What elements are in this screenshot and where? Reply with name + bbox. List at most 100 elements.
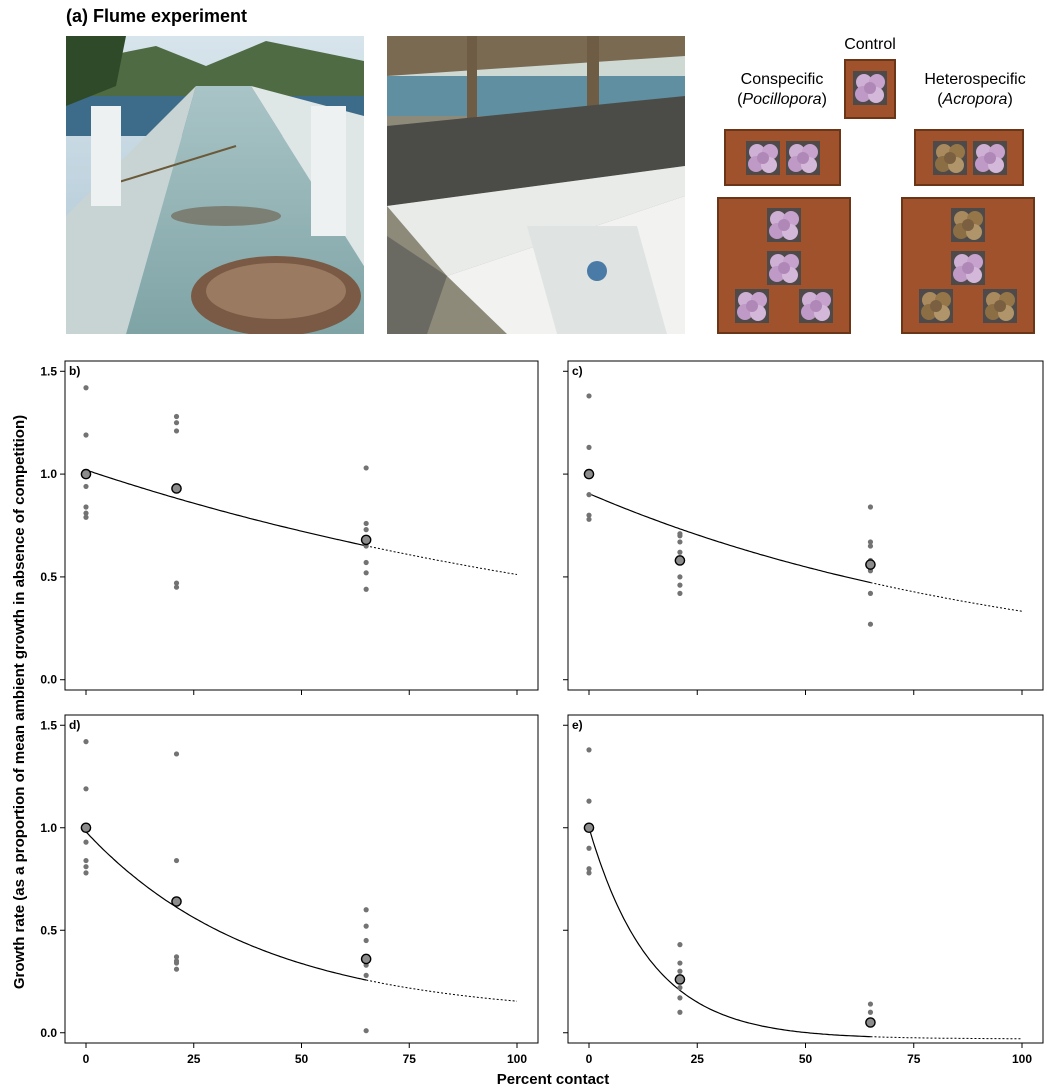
data-point [83,514,89,520]
fit-line-extrapolated [366,545,518,575]
x-axis-title: Percent contact [497,1071,610,1088]
data-point [363,570,369,576]
data-point [677,942,683,948]
fit-line-extrapolated [870,582,1023,612]
x-tick-label: 50 [799,1052,813,1066]
data-point [173,584,180,590]
data-point [586,866,592,872]
y-tick-label: 1.5 [40,364,57,378]
mean-point [865,559,876,570]
data-point [363,937,369,944]
data-point [677,582,683,588]
figure-title: (a) Flume experiment [66,6,248,26]
panel-3: d) 0.0 0.5 1.0 1.5 0 25 50 75 100 [40,714,539,1066]
data-point [363,465,369,471]
heterospecific-label-text: Heterospecific [924,71,1026,88]
panel-label: b) [69,364,80,378]
x-tick-label: 50 [295,1052,309,1066]
panel-frame [64,714,539,1044]
fit-line-solid [85,831,367,981]
mean-point [583,822,595,834]
panel-1: b) 0.0 0.5 1.0 1.5 [40,360,539,695]
y-tick-label: 1.0 [40,467,57,481]
data-point [677,968,683,974]
data-point [867,504,874,510]
heterospecific-genus: Acropora [942,91,1008,108]
data-point [83,385,89,391]
mean-point [583,468,595,480]
data-point [586,845,592,851]
panel-2: c) [563,360,1044,695]
fit-line-solid [588,493,871,584]
panel-label: d) [69,718,80,732]
fit-line-solid [85,469,367,547]
flume-channel-photo [66,36,364,334]
data-point [677,995,683,1001]
data-point [83,786,89,792]
y-tick-label: 0.0 [40,1026,57,1040]
data-point [677,590,683,596]
data-point [586,492,592,498]
data-point [677,1009,683,1015]
data-point [83,864,89,870]
data-point [867,1001,874,1007]
data-point [83,870,89,876]
plot-area: b) 0.0 0.5 1.0 1.5 c) d) 0.0 0.5 1.0 1.5 0 25 50 75 100… [40,360,1044,1066]
data-point [677,985,683,991]
conspecific-triad-tile [717,197,851,334]
mean-point [171,896,182,907]
heterospecific-label: Heterospecific (Acropora) [924,71,1026,108]
data-point [363,520,369,527]
data-point [867,543,874,549]
data-point [173,960,180,966]
x-tick-label: 25 [187,1052,201,1066]
mean-point [360,534,372,546]
mean-point [171,483,182,494]
data-point [173,966,180,972]
data-point [586,444,592,450]
panel-frame [567,360,1044,691]
data-point [83,857,89,864]
x-tick-label: 25 [691,1052,705,1066]
mean-point [360,953,372,965]
mean-point [80,468,92,480]
data-point [867,590,874,596]
data-point [83,510,89,516]
y-tick-label: 0.0 [40,673,57,687]
control-tile [844,59,896,119]
x-tick-label: 75 [403,1052,417,1066]
mean-point [865,1017,876,1028]
data-point [363,586,369,592]
mean-point [674,974,686,985]
data-point [363,907,369,913]
y-axis-title: Growth rate (as a proportion of mean amb… [11,415,28,989]
heterospecific-triad-tile [901,197,1035,334]
fit-line-solid [588,827,871,1038]
data-point [363,559,369,566]
data-point [586,516,592,522]
data-point [586,512,592,518]
panel-label: c) [572,364,583,378]
data-point [363,1028,369,1034]
data-point [586,798,592,804]
data-point [173,413,180,420]
data-point [363,923,369,929]
x-tick-label: 0 [83,1052,90,1066]
data-point [173,857,180,864]
flume-array-photo [387,36,685,334]
mean-point [674,555,686,566]
data-point [83,739,89,745]
data-point [586,870,592,876]
conspecific-label: Conspecific (Pocillopora) [737,71,827,108]
y-tick-label: 1.5 [40,718,57,732]
data-point [363,527,369,533]
data-point [83,483,89,490]
fit-line-extrapolated [870,1036,1022,1040]
fit-line-extrapolated [366,979,518,1002]
heterospecific-pair-tile [914,129,1024,186]
panel-frame [567,714,1044,1044]
data-point [586,747,592,753]
data-point [83,504,89,510]
data-point [173,420,180,426]
